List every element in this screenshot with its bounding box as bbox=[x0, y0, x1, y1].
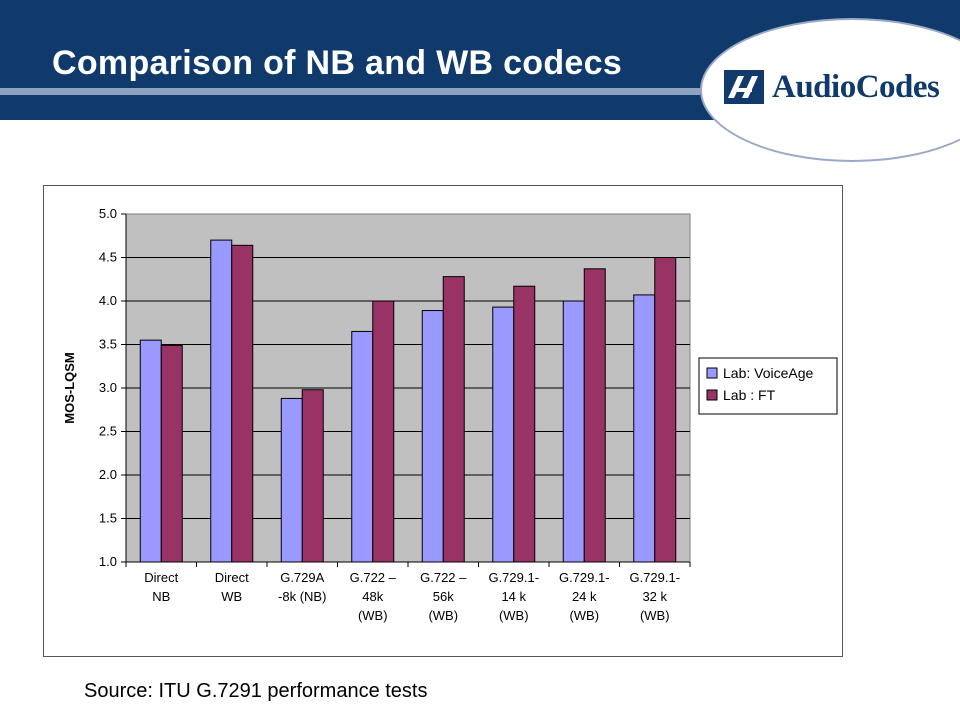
y-tick-label: 2.0 bbox=[99, 467, 117, 482]
y-tick-label: 1.5 bbox=[99, 511, 117, 526]
bar-voiceage bbox=[139, 339, 162, 563]
y-tick-label: 1.0 bbox=[99, 554, 117, 569]
x-tick-label: 24 k bbox=[572, 589, 597, 604]
bar-voiceage bbox=[351, 330, 374, 563]
x-tick-label: -8k (NB) bbox=[278, 589, 326, 604]
x-tick-label: (WB) bbox=[569, 608, 599, 623]
y-tick-label: 3.5 bbox=[99, 337, 117, 352]
bar-ft bbox=[231, 244, 254, 563]
source-note: Source: ITU G.7291 performance tests bbox=[84, 680, 428, 702]
audiocodes-logo: AudioCodes bbox=[722, 68, 940, 106]
bar-ft bbox=[442, 276, 465, 563]
x-tick-label: (WB) bbox=[499, 608, 529, 623]
y-axis-title: MOS-LQSM bbox=[62, 352, 77, 424]
chart-frame: 5.0 4.5 4.0 3.5 3.0 2.5 2.0 1.5 1.0 MOS-LQSM Direc… bbox=[43, 185, 843, 657]
mos-bar-chart: 5.0 4.5 4.0 3.5 3.0 2.5 2.0 1.5 1.0 MOS-LQSM Direc… bbox=[62, 206, 838, 623]
bar-voiceage bbox=[280, 397, 303, 563]
header-rule bbox=[0, 88, 700, 95]
slide-title: Comparison of NB and WB codecs bbox=[52, 44, 623, 82]
y-tick-label: 2.5 bbox=[99, 424, 117, 439]
bar-voiceage bbox=[633, 294, 656, 563]
x-tick-label: Direct bbox=[144, 570, 178, 585]
bar-voiceage bbox=[421, 310, 444, 563]
x-tick-label: Direct bbox=[215, 570, 249, 585]
x-tick-label: G.729.1- bbox=[629, 570, 680, 585]
x-tick-label: (WB) bbox=[428, 608, 458, 623]
y-tick-label: 4.0 bbox=[99, 293, 117, 308]
x-tick-label: G.729A bbox=[280, 570, 324, 585]
legend-box bbox=[698, 357, 838, 415]
bar-ft bbox=[160, 344, 183, 563]
x-tick-label: WB bbox=[221, 589, 242, 604]
legend-swatch bbox=[706, 367, 718, 379]
bar-voiceage bbox=[210, 239, 233, 563]
bar-voiceage bbox=[562, 300, 585, 563]
x-tick-label: (WB) bbox=[358, 608, 388, 623]
legend-label: Lab : FT bbox=[723, 387, 776, 403]
bar-ft bbox=[654, 257, 677, 563]
x-tick-label: 56k bbox=[433, 589, 454, 604]
bar-voiceage bbox=[492, 306, 515, 563]
x-tick-label: G.729.1- bbox=[559, 570, 610, 585]
legend-swatch bbox=[706, 389, 718, 401]
y-tick-label: 4.5 bbox=[99, 250, 117, 265]
bar-ft bbox=[301, 389, 324, 563]
x-tick-label: G.722 – bbox=[420, 570, 467, 585]
x-tick-label: NB bbox=[152, 589, 170, 604]
logo-text: AudioCodes bbox=[772, 68, 940, 105]
legend-label: Lab: VoiceAge bbox=[723, 365, 814, 381]
y-tick-label: 3.0 bbox=[99, 380, 117, 395]
bar-ft bbox=[513, 285, 536, 563]
bar-ft bbox=[583, 268, 606, 563]
audiocodes-logo-icon bbox=[724, 70, 764, 104]
x-tick-label: G.722 – bbox=[350, 570, 397, 585]
x-tick-label: 48k bbox=[362, 589, 383, 604]
x-tick-label: 14 k bbox=[501, 589, 526, 604]
y-tick-label: 5.0 bbox=[99, 206, 117, 221]
x-tick-label: 32 k bbox=[642, 589, 667, 604]
x-tick-label: G.729.1- bbox=[488, 570, 539, 585]
bar-ft bbox=[372, 300, 395, 563]
x-tick-label: (WB) bbox=[640, 608, 670, 623]
